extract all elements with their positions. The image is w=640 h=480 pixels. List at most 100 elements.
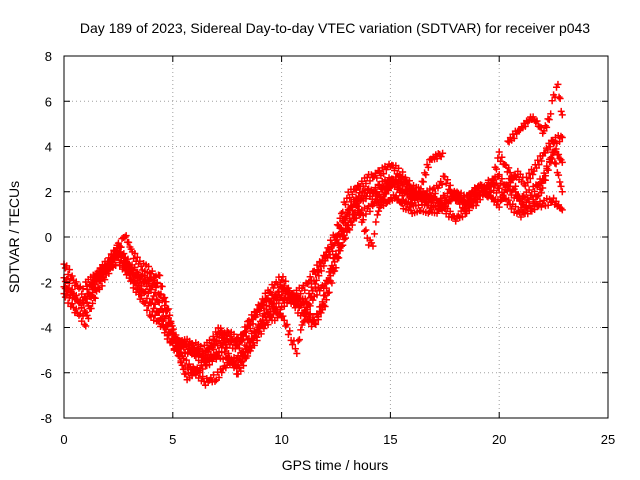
data-point xyxy=(65,266,73,274)
data-point xyxy=(242,327,250,335)
data-point xyxy=(65,279,73,287)
y-tick-label: -6 xyxy=(40,366,52,381)
data-point xyxy=(320,301,328,309)
data-point xyxy=(317,267,325,275)
data-point xyxy=(121,254,129,262)
data-point xyxy=(327,272,335,280)
data-point xyxy=(312,320,320,328)
data-point xyxy=(487,183,495,191)
data-point xyxy=(171,333,179,341)
data-point xyxy=(293,296,301,304)
data-point xyxy=(501,186,509,194)
data-point xyxy=(240,362,248,370)
data-point xyxy=(325,288,333,296)
data-point xyxy=(433,155,441,163)
data-point xyxy=(264,321,272,329)
data-point xyxy=(528,191,536,199)
data-point xyxy=(520,208,528,216)
data-point xyxy=(322,296,330,304)
data-point xyxy=(72,278,80,286)
data-point xyxy=(271,294,279,302)
data-point xyxy=(409,192,417,200)
data-point xyxy=(218,327,226,335)
data-point xyxy=(174,352,182,360)
data-point xyxy=(159,294,167,302)
data-point xyxy=(555,93,563,101)
y-tick-label: 8 xyxy=(45,49,52,64)
data-point xyxy=(150,292,158,300)
data-point xyxy=(521,182,529,190)
data-point xyxy=(226,332,234,340)
data-point xyxy=(257,330,265,338)
data-point xyxy=(168,322,176,330)
data-point xyxy=(280,302,288,310)
data-point xyxy=(533,193,541,201)
data-point xyxy=(260,325,268,333)
data-point xyxy=(145,280,153,288)
data-point xyxy=(143,306,151,314)
data-point xyxy=(529,113,537,121)
data-point xyxy=(380,196,388,204)
data-point xyxy=(274,314,282,322)
data-point xyxy=(210,371,218,379)
data-point xyxy=(199,373,207,381)
data-point xyxy=(121,233,129,241)
data-point xyxy=(541,122,549,130)
data-point xyxy=(547,154,555,162)
data-point xyxy=(185,360,193,368)
data-point xyxy=(532,118,540,126)
data-point xyxy=(524,178,532,186)
x-tick-label: 15 xyxy=(383,432,397,447)
data-point xyxy=(120,263,128,271)
data-point xyxy=(275,291,283,299)
data-point xyxy=(295,336,303,344)
data-point xyxy=(280,316,288,324)
series-track-4 xyxy=(60,132,566,373)
data-point xyxy=(299,318,307,326)
data-point xyxy=(411,196,419,204)
data-point xyxy=(335,230,343,238)
data-point xyxy=(173,344,181,352)
data-point xyxy=(82,322,90,330)
data-point xyxy=(95,285,103,293)
data-point xyxy=(151,288,159,296)
data-point xyxy=(67,288,75,296)
data-point xyxy=(422,171,430,179)
data-point xyxy=(463,200,471,208)
data-point xyxy=(200,357,208,365)
data-point xyxy=(503,181,511,189)
data-point xyxy=(376,181,384,189)
data-point xyxy=(260,298,268,306)
data-point xyxy=(515,126,523,134)
data-point xyxy=(444,176,452,184)
data-point xyxy=(373,211,381,219)
data-point xyxy=(556,178,564,186)
data-point xyxy=(88,279,96,287)
data-point xyxy=(245,317,253,325)
data-point xyxy=(433,209,441,217)
data-point xyxy=(555,150,563,158)
data-point xyxy=(301,286,309,294)
data-point xyxy=(543,123,551,131)
data-point xyxy=(91,294,99,302)
data-point xyxy=(222,364,230,372)
data-point xyxy=(475,189,483,197)
data-point xyxy=(381,189,389,197)
data-point xyxy=(279,273,287,281)
y-tick-label: -8 xyxy=(40,411,52,426)
data-point xyxy=(344,225,352,233)
data-point xyxy=(70,292,78,300)
data-point xyxy=(309,313,317,321)
data-point xyxy=(273,295,281,303)
data-point xyxy=(263,306,271,314)
data-point xyxy=(223,354,231,362)
data-point xyxy=(514,193,522,201)
data-point xyxy=(244,352,252,360)
data-point xyxy=(256,317,264,325)
data-point xyxy=(328,279,336,287)
data-point xyxy=(372,218,380,226)
data-point xyxy=(161,301,169,309)
data-point xyxy=(178,361,186,369)
data-point xyxy=(147,313,155,321)
data-point xyxy=(498,153,506,161)
